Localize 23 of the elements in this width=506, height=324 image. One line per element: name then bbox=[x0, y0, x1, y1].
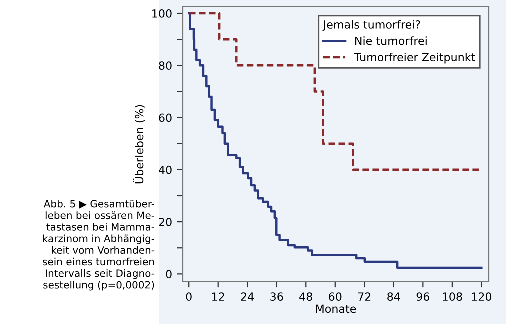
legend-label: Nie tumorfrei bbox=[356, 36, 427, 46]
x-tick-label: 60 bbox=[329, 292, 342, 302]
y-tick-label: 80 bbox=[159, 62, 172, 70]
x-tick-label: 24 bbox=[241, 292, 254, 301]
x-tick-label: 120 bbox=[472, 292, 492, 302]
x-tick-label: 12 bbox=[212, 292, 224, 301]
y-tick-label: 20 bbox=[159, 218, 172, 226]
caption: Abb. 5 ▶ Gesamtüber- leben bei ossären Me- tastasen bei Mamma- karzinom in Abhängig- keit vom Vorhanden- sein eines tumorfreien Intervalls seit Diagno- sestellung (p=0,0002) bbox=[43, 200, 155, 291]
x-axis-title: Monate bbox=[316, 304, 356, 314]
y-tick-label: 60 bbox=[159, 114, 172, 122]
x-tick-label: 48 bbox=[300, 292, 312, 302]
x-tick-label: 36 bbox=[270, 292, 284, 302]
x-tick-label: 72 bbox=[358, 292, 371, 301]
x-tick-label: 108 bbox=[443, 292, 462, 302]
x-tick-label: 96 bbox=[416, 292, 430, 302]
x-tick-label: 0 bbox=[186, 292, 192, 302]
y-tick-label: 40 bbox=[158, 166, 172, 174]
legend-title: Jemals tumorfrei? bbox=[322, 20, 420, 31]
legend-label: Tumorfreier Zeitpunkt bbox=[354, 52, 476, 64]
y-tick-label: 100 bbox=[152, 9, 172, 18]
y-axis-title: Überleben (%) bbox=[133, 105, 145, 184]
x-tick-label: 84 bbox=[388, 292, 400, 302]
y-tick-label: 0 bbox=[166, 270, 172, 279]
